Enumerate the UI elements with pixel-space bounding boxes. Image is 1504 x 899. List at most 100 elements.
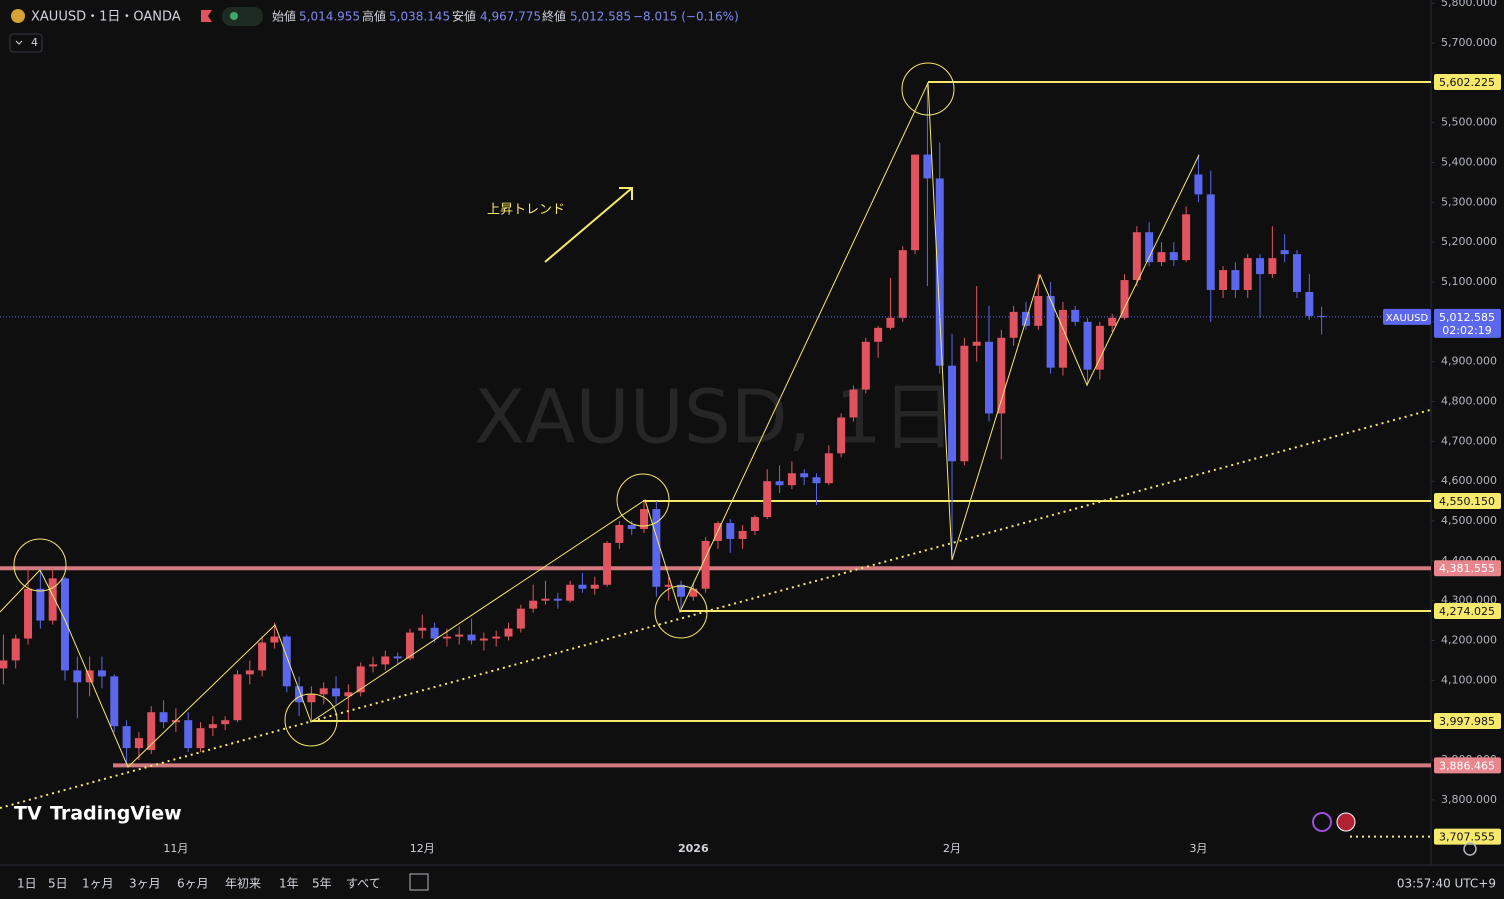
clock[interactable]: 03:57:40 UTC+9 bbox=[1397, 877, 1496, 891]
range-button[interactable]: すべて bbox=[346, 877, 381, 891]
open-label: 始値 bbox=[272, 9, 296, 24]
y-tick-label: 5,700.000 bbox=[1441, 36, 1497, 49]
x-tick-label: 11月 bbox=[163, 842, 188, 855]
indicator-count: 4 bbox=[31, 36, 38, 49]
candle-body bbox=[0, 660, 8, 669]
price-tag bbox=[1434, 493, 1501, 510]
indicator-toggle[interactable] bbox=[9, 33, 43, 53]
close-value: 5,012.585 bbox=[570, 10, 631, 24]
y-tick-label: 4,900.000 bbox=[1441, 355, 1497, 368]
candle-body bbox=[73, 670, 82, 683]
y-tick-label: 4,500.000 bbox=[1441, 514, 1497, 527]
range-button[interactable]: 1年 bbox=[279, 877, 299, 891]
alert-icon[interactable] bbox=[1312, 812, 1332, 832]
candle-body bbox=[1268, 258, 1277, 275]
candle-body bbox=[196, 728, 205, 749]
last-price-tag bbox=[1434, 308, 1501, 338]
event-icon[interactable] bbox=[1336, 812, 1356, 832]
range-button[interactable]: 5年 bbox=[312, 877, 332, 891]
price-tag-label: 3,886.465 bbox=[1439, 759, 1495, 772]
price-tag bbox=[1434, 712, 1501, 729]
candle-body bbox=[1157, 252, 1166, 263]
candle-body bbox=[1280, 250, 1289, 255]
price-tag-label: 4,274.025 bbox=[1439, 605, 1495, 618]
price-tag-label: 5,602.225 bbox=[1439, 76, 1495, 89]
candle-body bbox=[134, 738, 143, 749]
price-tag-label: 4,550.150 bbox=[1439, 495, 1495, 508]
range-button[interactable]: 年初来 bbox=[225, 877, 261, 891]
countdown: 02:02:19 bbox=[1442, 324, 1491, 337]
candle-body bbox=[615, 525, 624, 543]
candle-body bbox=[1034, 295, 1043, 326]
candle-body bbox=[541, 598, 550, 601]
symbol-tag bbox=[1383, 308, 1431, 325]
candle-body bbox=[61, 578, 69, 671]
candle-body bbox=[369, 664, 377, 667]
range-button[interactable]: 3ヶ月 bbox=[129, 877, 161, 891]
range-button[interactable]: 1ヶ月 bbox=[82, 877, 114, 891]
status-dot bbox=[230, 12, 238, 20]
candle-body bbox=[332, 688, 341, 697]
candle-body bbox=[1095, 325, 1104, 370]
y-tick-label: 5,300.000 bbox=[1441, 195, 1497, 208]
candle-body bbox=[578, 584, 587, 589]
candle-body bbox=[1219, 270, 1228, 290]
trend-arrow-head bbox=[619, 187, 633, 200]
candle-body bbox=[245, 670, 254, 675]
candle-body bbox=[270, 636, 279, 643]
candle-body bbox=[590, 584, 599, 589]
price-tag-label: 3,707.555 bbox=[1439, 831, 1495, 844]
candle-body bbox=[356, 666, 365, 693]
range-button[interactable]: 1日 bbox=[17, 877, 37, 891]
candle-body bbox=[861, 341, 870, 390]
candle-body bbox=[344, 692, 353, 697]
candle-body bbox=[1256, 258, 1265, 275]
candle-body bbox=[24, 588, 33, 639]
range-button[interactable]: 5日 bbox=[48, 877, 68, 891]
price-tag bbox=[1434, 73, 1501, 90]
candle-body bbox=[800, 473, 809, 478]
symbol-title[interactable]: XAUUSD・1日・OANDA bbox=[31, 10, 181, 25]
candle-body bbox=[1305, 291, 1314, 316]
candle-body bbox=[627, 525, 636, 529]
change-value: −8.015 (−0.16%) bbox=[633, 10, 739, 24]
candle-body bbox=[566, 584, 575, 601]
marker-circle bbox=[654, 585, 708, 639]
status-pill[interactable] bbox=[222, 7, 263, 26]
candle-body bbox=[1182, 214, 1191, 261]
watermark: XAUUSD, 1日 bbox=[474, 375, 956, 461]
price-tag bbox=[1434, 560, 1501, 577]
settings-icon[interactable] bbox=[1463, 842, 1477, 856]
y-tick-label: 5,100.000 bbox=[1441, 275, 1497, 288]
x-tick-label: 2月 bbox=[943, 842, 961, 855]
logo: TV TradingView bbox=[14, 803, 182, 825]
range-button[interactable]: 6ヶ月 bbox=[177, 877, 209, 891]
candle-body bbox=[1243, 258, 1252, 290]
candle-body bbox=[837, 417, 846, 454]
candle-body bbox=[738, 530, 747, 539]
chevron-icon bbox=[15, 40, 23, 45]
candle-body bbox=[640, 509, 649, 529]
candle-body bbox=[1071, 309, 1080, 322]
y-tick-label: 4,600.000 bbox=[1441, 474, 1497, 487]
candle-body bbox=[110, 676, 119, 727]
annotation: 上昇トレンド bbox=[487, 203, 565, 218]
candle-body bbox=[652, 509, 661, 587]
high-value: 5,038.145 bbox=[389, 10, 450, 24]
y-tick-label: 5,800.000 bbox=[1441, 0, 1497, 9]
low-label: 安値 bbox=[452, 9, 476, 24]
candle-body bbox=[775, 481, 784, 486]
candle-body bbox=[886, 317, 895, 328]
candle-body bbox=[677, 584, 685, 597]
date-range-icon[interactable] bbox=[409, 873, 429, 891]
flag-icon[interactable] bbox=[201, 10, 212, 22]
candle-body bbox=[824, 453, 833, 484]
candle-body bbox=[147, 712, 156, 751]
x-tick-label: 12月 bbox=[410, 842, 435, 855]
symbol-icon bbox=[11, 9, 25, 23]
candle-body bbox=[282, 636, 291, 687]
branding[interactable]: TradingView bbox=[50, 803, 182, 825]
candle-body bbox=[701, 540, 710, 589]
candle-body bbox=[233, 674, 242, 721]
candle-body bbox=[985, 341, 993, 414]
